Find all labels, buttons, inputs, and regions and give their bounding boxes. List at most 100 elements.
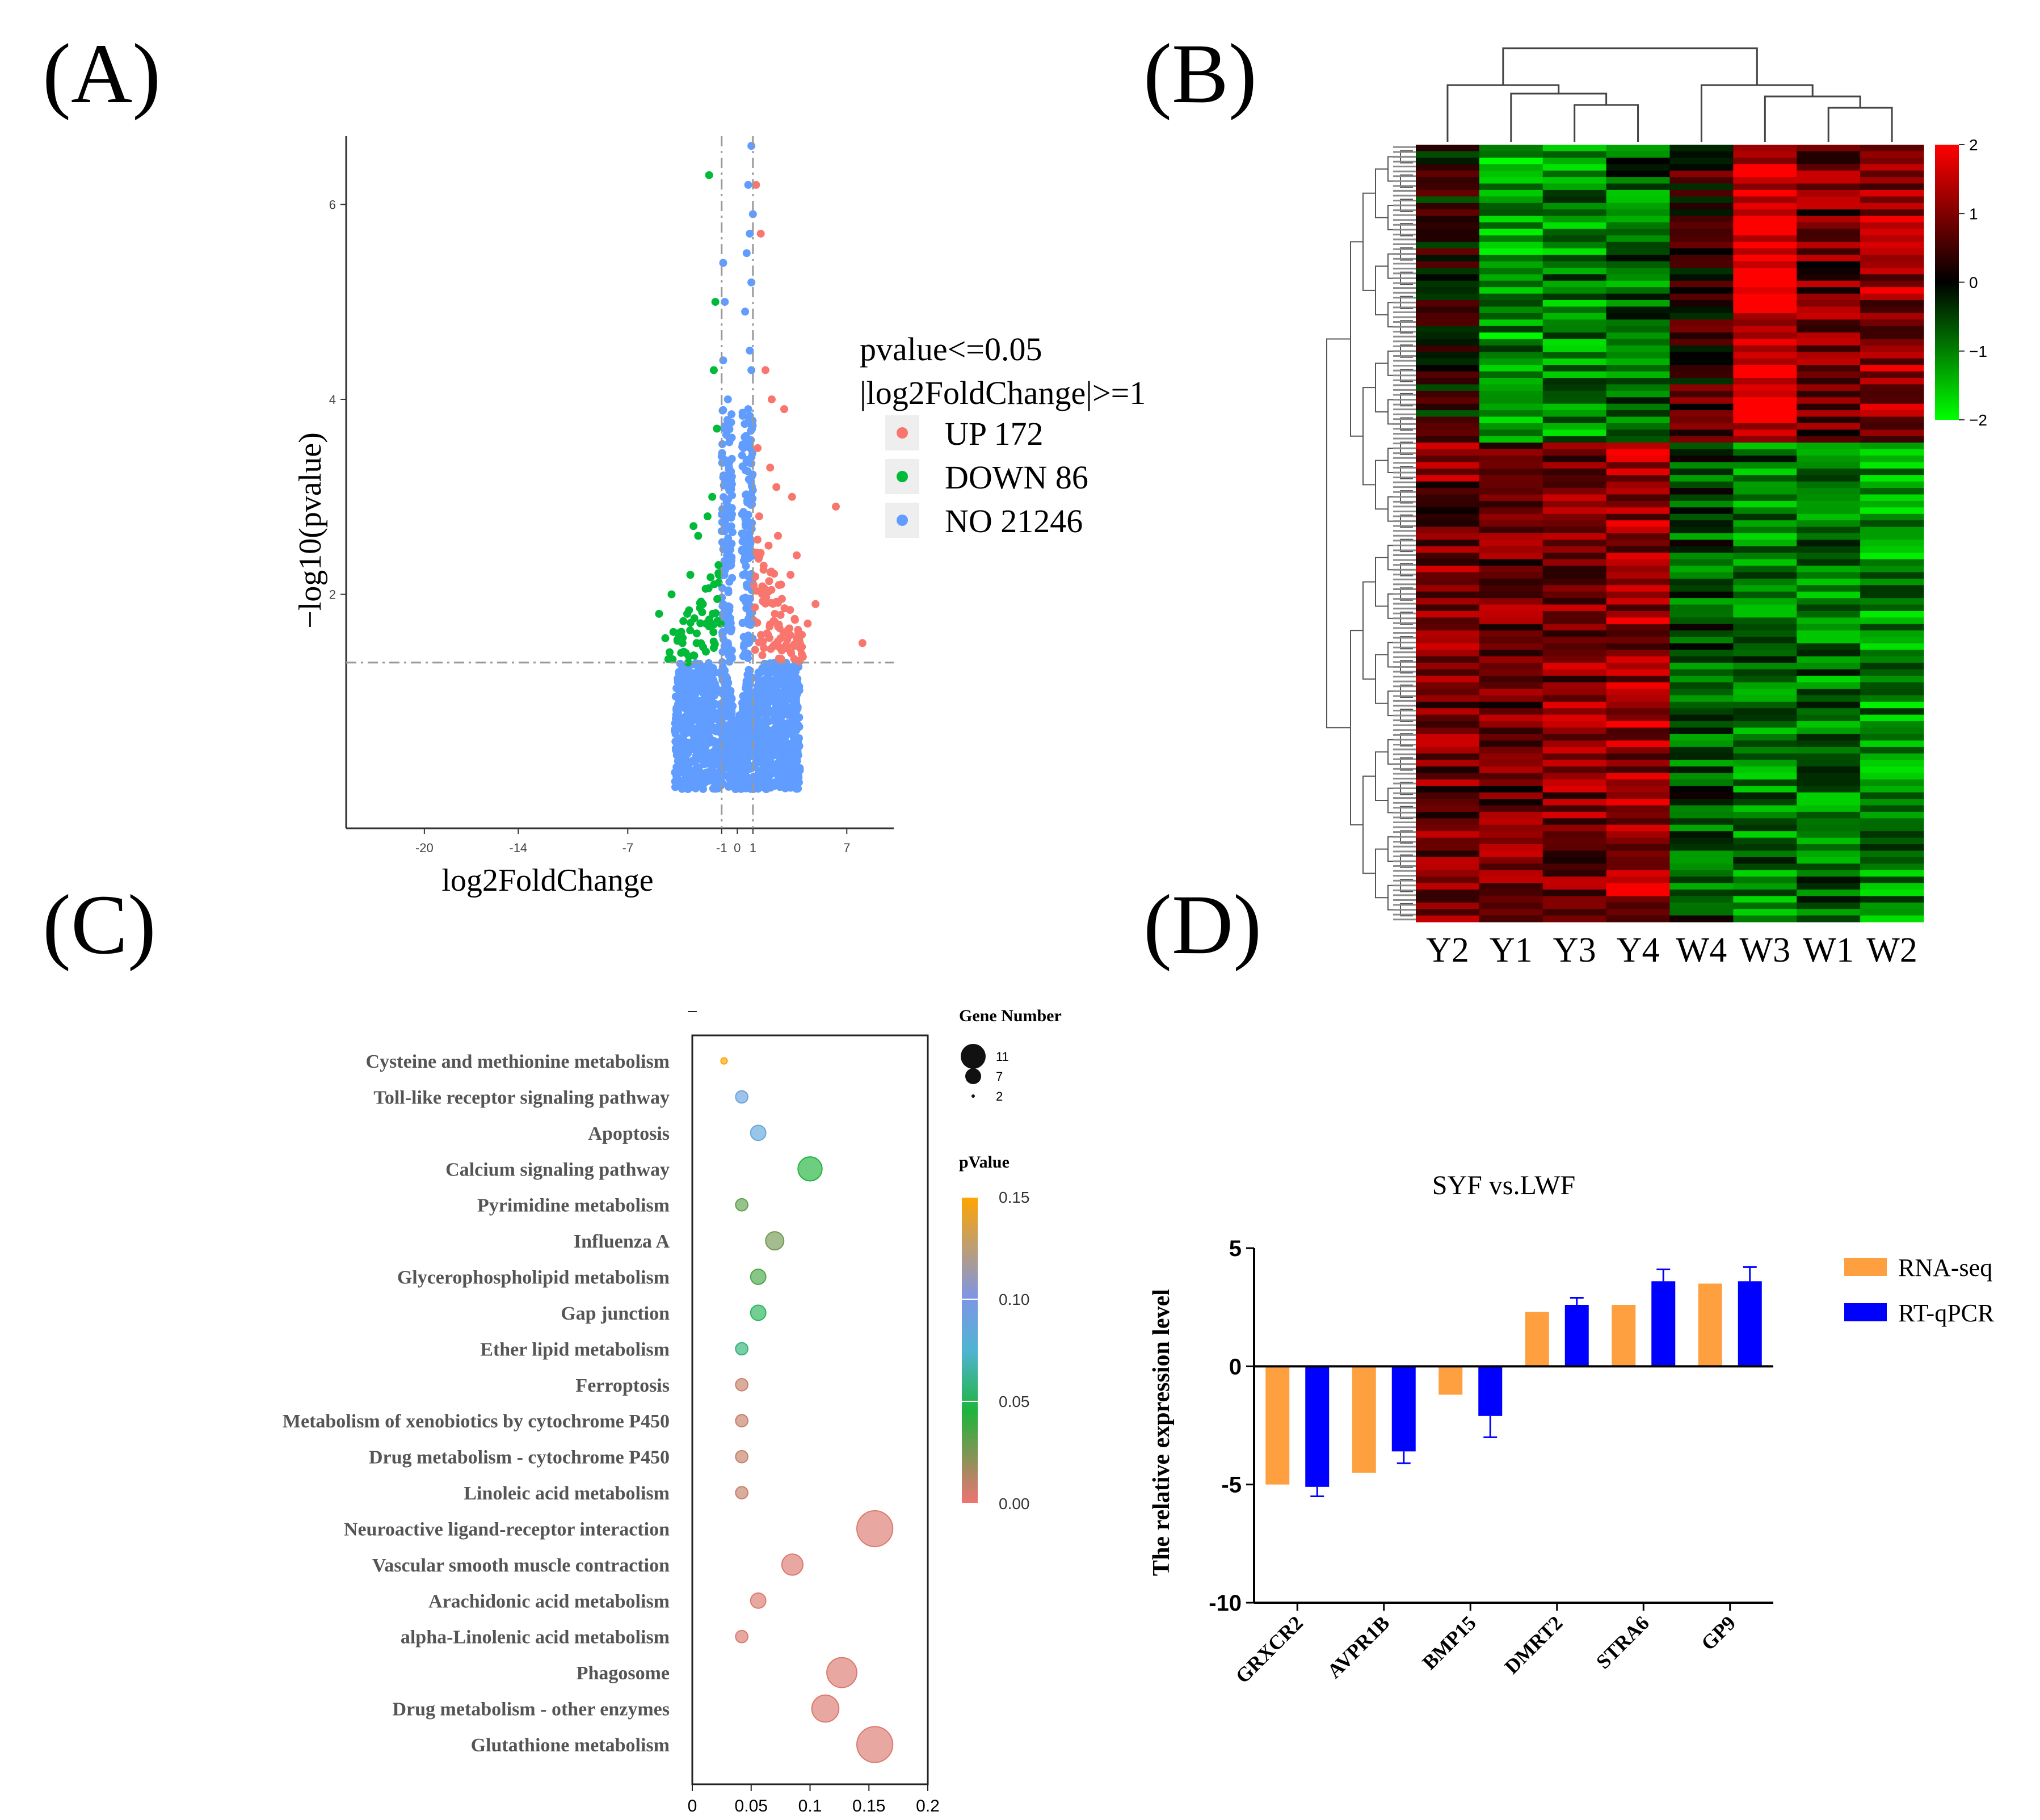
heatmap-cell (1542, 656, 1607, 663)
bar-legend-key (1844, 1258, 1887, 1276)
heatmap-cell (1479, 824, 1543, 832)
heatmap-cell (1542, 766, 1607, 774)
volcano-bulk-point (686, 626, 695, 635)
heatmap-cell (1733, 494, 1797, 502)
heatmap-cell (1542, 734, 1607, 741)
volcano-bulk-point (718, 406, 727, 415)
heatmap-cell (1797, 540, 1861, 547)
heatmap-cell (1797, 695, 1861, 702)
volcano-bulk-point (713, 617, 722, 625)
heatmap-cell (1542, 403, 1607, 411)
heatmap-cell (1416, 209, 1480, 217)
volcano-bulk-point (727, 739, 735, 748)
heatmap-cell (1606, 319, 1671, 327)
volcano-bulk-point (743, 714, 751, 723)
heatmap-cell (1479, 468, 1543, 475)
volcano-point-up (783, 629, 792, 638)
heatmap-cell (1797, 384, 1861, 391)
heatmap-cell (1733, 870, 1797, 877)
heatmap-cell (1479, 727, 1543, 735)
heatmap-cell (1733, 689, 1797, 696)
heatmap-cell (1542, 365, 1607, 372)
pvalue-colorbar (962, 1197, 978, 1503)
heatmap-cell (1606, 274, 1671, 281)
bar-y-tick-label: 5 (1229, 1236, 1242, 1261)
heatmap-cell (1860, 267, 1924, 275)
volcano-bulk-point (712, 684, 721, 693)
heatmap-cell (1416, 403, 1480, 411)
bar-y-tick-label: -5 (1221, 1473, 1242, 1498)
heatmap-cell (1542, 500, 1607, 508)
heatmap-cell (1669, 456, 1734, 463)
heatmap-cell (1669, 222, 1734, 230)
heatmap: Y2 Y1 Y3 Y4 W4 W3 W1 W2 2 1 0 −1 −2 (1326, 47, 1987, 970)
volcano-bulk-point (768, 780, 777, 788)
heatmap-cell (1797, 507, 1861, 515)
column-dendrogram-branch (1700, 84, 1814, 142)
heatmap-cell (1606, 611, 1671, 618)
volcano-bulk-point (759, 749, 767, 758)
volcano-bulk-point (776, 778, 785, 786)
heatmap-cell (1416, 591, 1480, 599)
heatmap-cell (1733, 209, 1797, 217)
bar-y-tick-label: -10 (1209, 1591, 1242, 1616)
heatmap-cell (1606, 727, 1671, 735)
heatmap-cell (1669, 280, 1734, 288)
volcano-bulk-point (744, 688, 752, 697)
bubble-point (735, 1414, 748, 1428)
heatmap-cell (1860, 494, 1924, 502)
heatmap-cell (1542, 572, 1607, 579)
heatmap-cell (1797, 456, 1861, 463)
volcano-bulk-point (771, 677, 780, 685)
heatmap-cell (1606, 857, 1671, 864)
heatmap-cell (1606, 760, 1671, 767)
heatmap-cell (1479, 306, 1543, 314)
volcano-bulk-point (789, 676, 797, 684)
volcano-bulk-point (778, 767, 786, 776)
volcano-bulk-point (772, 670, 781, 679)
heatmap-cell (1860, 403, 1924, 411)
heatmap-cell (1416, 177, 1480, 184)
heatmap-cell (1606, 850, 1671, 858)
heatmap-cell (1797, 403, 1861, 411)
heatmap-cell (1733, 520, 1797, 528)
heatmap-cell (1479, 449, 1543, 456)
heatmap-cell (1733, 559, 1797, 566)
volcano-bulk-point (679, 783, 687, 792)
heatmap-cell (1797, 429, 1861, 437)
heatmap-cell (1669, 630, 1734, 638)
heatmap-cell (1479, 682, 1543, 689)
heatmap-cell (1733, 513, 1797, 521)
heatmap-cell (1733, 397, 1797, 405)
pvalue-colorbar-label: 0.05 (999, 1393, 1030, 1410)
volcano-x-tick-label: -7 (622, 841, 634, 855)
volcano-bulk-point (747, 525, 756, 533)
heatmap-cell (1860, 326, 1924, 333)
heatmap-cell (1606, 229, 1671, 236)
heatmap-cell (1542, 274, 1607, 281)
heatmap-cell (1416, 566, 1480, 573)
heatmap-cell (1669, 293, 1734, 301)
heatmap-cell (1797, 390, 1861, 398)
row-dendrogram-branch (1350, 630, 1363, 825)
size-legend-key (965, 1068, 981, 1084)
bubble-point (750, 1592, 767, 1609)
heatmap-cell (1733, 877, 1797, 884)
heatmap-cell (1416, 378, 1480, 385)
heatmap-cell (1733, 339, 1797, 346)
heatmap-cell (1733, 456, 1797, 463)
heatmap-cell (1416, 915, 1480, 922)
heatmap-cell (1479, 157, 1543, 165)
volcano-bulk-point (750, 581, 758, 589)
volcano-bulk-point (743, 435, 751, 443)
heatmap-cell (1416, 837, 1480, 845)
heatmap-cell (1669, 306, 1734, 314)
heatmap-cell (1797, 721, 1861, 728)
heatmap-cell (1860, 384, 1924, 391)
volcano-bulk-point (671, 783, 679, 791)
heatmap-cell (1733, 248, 1797, 255)
bar-legend-label: RT-qPCR (1898, 1299, 1995, 1327)
heatmap-cell (1416, 818, 1480, 825)
heatmap-cell (1733, 475, 1797, 482)
